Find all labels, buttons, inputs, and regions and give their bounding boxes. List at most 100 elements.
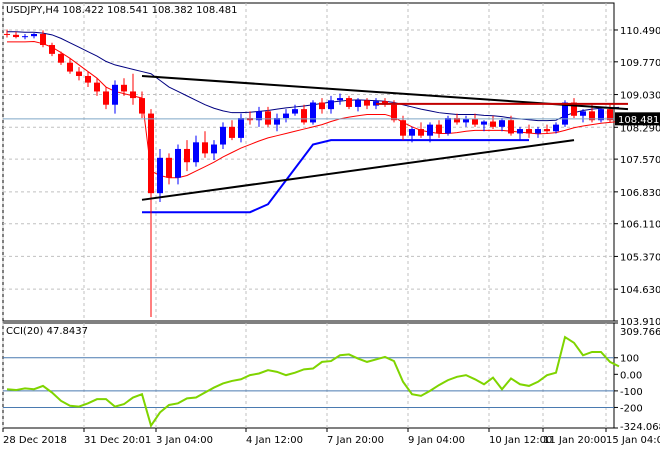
candle	[409, 126, 415, 143]
candle	[256, 106, 262, 127]
candle-body	[85, 75, 91, 83]
candle-body	[283, 113, 289, 118]
candle-body	[418, 129, 424, 136]
candle	[490, 115, 496, 130]
candle-body	[67, 62, 73, 72]
candle	[301, 104, 307, 125]
candle-body	[166, 157, 172, 178]
candle-body	[589, 111, 595, 121]
candle	[571, 98, 577, 118]
candle	[580, 109, 586, 123]
candle	[13, 31, 19, 39]
candle-body	[346, 98, 352, 107]
candle	[283, 109, 289, 123]
price-tick-label: 104.630	[620, 285, 660, 296]
candle	[166, 153, 172, 185]
lower-trendline	[141, 139, 575, 201]
candle-body	[499, 120, 505, 127]
candle	[31, 33, 37, 39]
cci-panel: CCI(20) 47.8437 309.7665 100 0.00 -100 -200 -…	[2, 322, 660, 433]
candle-body	[121, 84, 127, 92]
time-tick-label: 9 Jan 04:00	[408, 435, 465, 446]
candle-body	[193, 142, 199, 163]
price-axis-labels: 110.490 109.770 109.030 108.290 107.570 106.8…	[614, 26, 660, 328]
price-tick-label: 103.910	[620, 317, 660, 328]
cci-tick-label: -324.0687	[620, 422, 660, 433]
cci-axis-labels: 309.7665 100 0.00 -100 -200 -324.0687	[614, 322, 660, 433]
candle-body	[445, 117, 451, 134]
candle	[193, 135, 199, 167]
candle	[4, 29, 10, 38]
cci-panel-border	[2, 322, 615, 429]
candle-body	[364, 100, 370, 106]
candle-body	[184, 148, 190, 163]
cci-tick-label: 0.00	[620, 370, 642, 381]
price-gridlines	[2, 3, 614, 321]
candle-body	[544, 129, 550, 132]
candle	[274, 113, 280, 132]
candle-body	[571, 102, 577, 116]
candle-body	[301, 109, 307, 123]
candle-body	[337, 98, 343, 101]
candle-body	[211, 144, 217, 154]
time-tick-label: 7 Jan 20:00	[327, 435, 384, 446]
cci-header: CCI(20) 47.8437	[6, 326, 88, 337]
candle-body	[175, 148, 181, 178]
candle	[292, 104, 298, 116]
cci-tick-label: -200	[620, 403, 643, 414]
candle-body	[409, 129, 415, 136]
candle	[535, 126, 541, 138]
candle-body	[427, 124, 433, 136]
candle-body	[391, 104, 397, 121]
candle-body	[400, 120, 406, 136]
candle-body	[49, 45, 55, 54]
price-tick-label: 106.110	[620, 220, 660, 231]
candle-body	[31, 33, 37, 37]
cci-tick-label: 100	[620, 354, 639, 365]
candle	[328, 95, 334, 114]
candle	[130, 73, 136, 105]
candle-body	[535, 129, 541, 134]
candle-body	[4, 33, 10, 35]
candle-body	[265, 111, 271, 125]
candle	[85, 71, 91, 88]
candle-body	[40, 33, 46, 46]
candle-body	[490, 121, 496, 127]
candle	[112, 80, 118, 114]
candle	[175, 144, 181, 185]
candle	[40, 30, 46, 48]
channel-low-line	[142, 139, 529, 214]
candle	[229, 120, 235, 141]
candle-body	[355, 100, 361, 107]
candle-body	[130, 91, 136, 99]
cci-line	[6, 335, 620, 428]
candle-body	[238, 117, 244, 138]
candle	[157, 148, 163, 203]
price-panel-border	[2, 2, 615, 322]
candle-body	[157, 157, 163, 194]
candle	[499, 117, 505, 132]
price-tick-label: 105.370	[620, 252, 660, 263]
cci-tick-label: -100	[620, 387, 643, 398]
candle	[364, 98, 370, 110]
candle	[139, 91, 145, 118]
price-tick-label: 106.830	[620, 188, 660, 199]
candle	[337, 93, 343, 105]
time-tick-label: 4 Jan 12:00	[246, 435, 303, 446]
candle-body	[454, 117, 460, 123]
candle	[400, 115, 406, 141]
price-tick-label: 110.490	[620, 26, 660, 37]
candle-body	[319, 102, 325, 110]
candle-body	[103, 91, 109, 105]
candle	[526, 124, 532, 138]
trendlines	[141, 74, 629, 201]
candle	[121, 78, 127, 96]
candle-body	[310, 102, 316, 123]
candle-body	[598, 109, 604, 121]
candle-body	[13, 34, 19, 38]
candle	[319, 98, 325, 114]
candle-body	[553, 124, 559, 132]
candle-body	[76, 71, 82, 76]
